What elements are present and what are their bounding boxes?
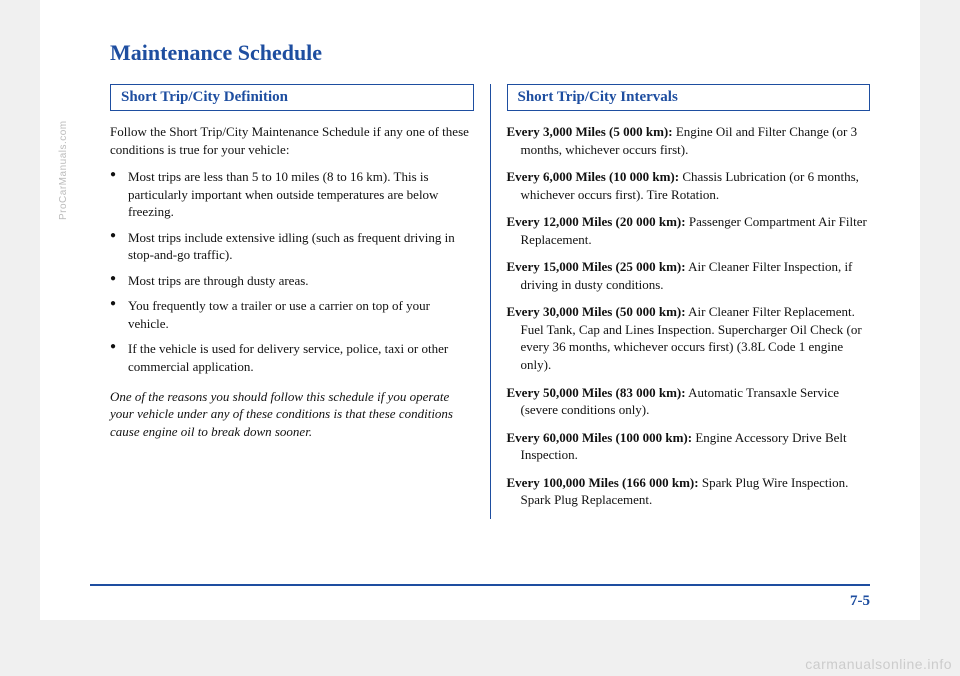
manual-page: ProCarManuals.com Maintenance Schedule S…: [40, 0, 920, 620]
interval-bold: Every 100,000 Miles (166 000 km):: [507, 475, 699, 490]
conditions-list: Most trips are less than 5 to 10 miles (…: [110, 168, 474, 375]
side-watermark: ProCarManuals.com: [58, 120, 69, 220]
list-item: Most trips are through dusty areas.: [110, 272, 474, 290]
list-item: If the vehicle is used for delivery serv…: [110, 340, 474, 375]
interval-item: Every 30,000 Miles (50 000 km): Air Clea…: [507, 303, 871, 373]
left-heading-box: Short Trip/City Definition: [110, 84, 474, 111]
interval-item: Every 15,000 Miles (25 000 km): Air Clea…: [507, 258, 871, 293]
right-heading-box: Short Trip/City Intervals: [507, 84, 871, 111]
interval-item: Every 100,000 Miles (166 000 km): Spark …: [507, 474, 871, 509]
interval-item: Every 6,000 Miles (10 000 km): Chassis L…: [507, 168, 871, 203]
interval-item: Every 12,000 Miles (20 000 km): Passenge…: [507, 213, 871, 248]
right-column: Short Trip/City Intervals Every 3,000 Mi…: [490, 84, 871, 519]
list-item: Most trips include extensive idling (suc…: [110, 229, 474, 264]
interval-bold: Every 3,000 Miles (5 000 km):: [507, 124, 673, 139]
footer-rule: [90, 584, 870, 586]
interval-bold: Every 12,000 Miles (20 000 km):: [507, 214, 686, 229]
intro-paragraph: Follow the Short Trip/City Maintenance S…: [110, 123, 474, 158]
interval-bold: Every 6,000 Miles (10 000 km):: [507, 169, 680, 184]
list-item: You frequently tow a trailer or use a ca…: [110, 297, 474, 332]
bottom-watermark: carmanualsonline.info: [805, 656, 952, 672]
interval-bold: Every 30,000 Miles (50 000 km):: [507, 304, 686, 319]
interval-bold: Every 50,000 Miles (83 000 km):: [507, 385, 686, 400]
interval-item: Every 50,000 Miles (83 000 km): Automati…: [507, 384, 871, 419]
page-title: Maintenance Schedule: [110, 40, 870, 66]
list-item: Most trips are less than 5 to 10 miles (…: [110, 168, 474, 221]
note-paragraph: One of the reasons you should follow thi…: [110, 388, 474, 441]
interval-bold: Every 60,000 Miles (100 000 km):: [507, 430, 693, 445]
page-number: 7-5: [850, 593, 870, 610]
left-column: Short Trip/City Definition Follow the Sh…: [110, 84, 490, 519]
interval-item: Every 60,000 Miles (100 000 km): Engine …: [507, 429, 871, 464]
content-columns: Short Trip/City Definition Follow the Sh…: [110, 84, 870, 519]
interval-item: Every 3,000 Miles (5 000 km): Engine Oil…: [507, 123, 871, 158]
interval-bold: Every 15,000 Miles (25 000 km):: [507, 259, 686, 274]
